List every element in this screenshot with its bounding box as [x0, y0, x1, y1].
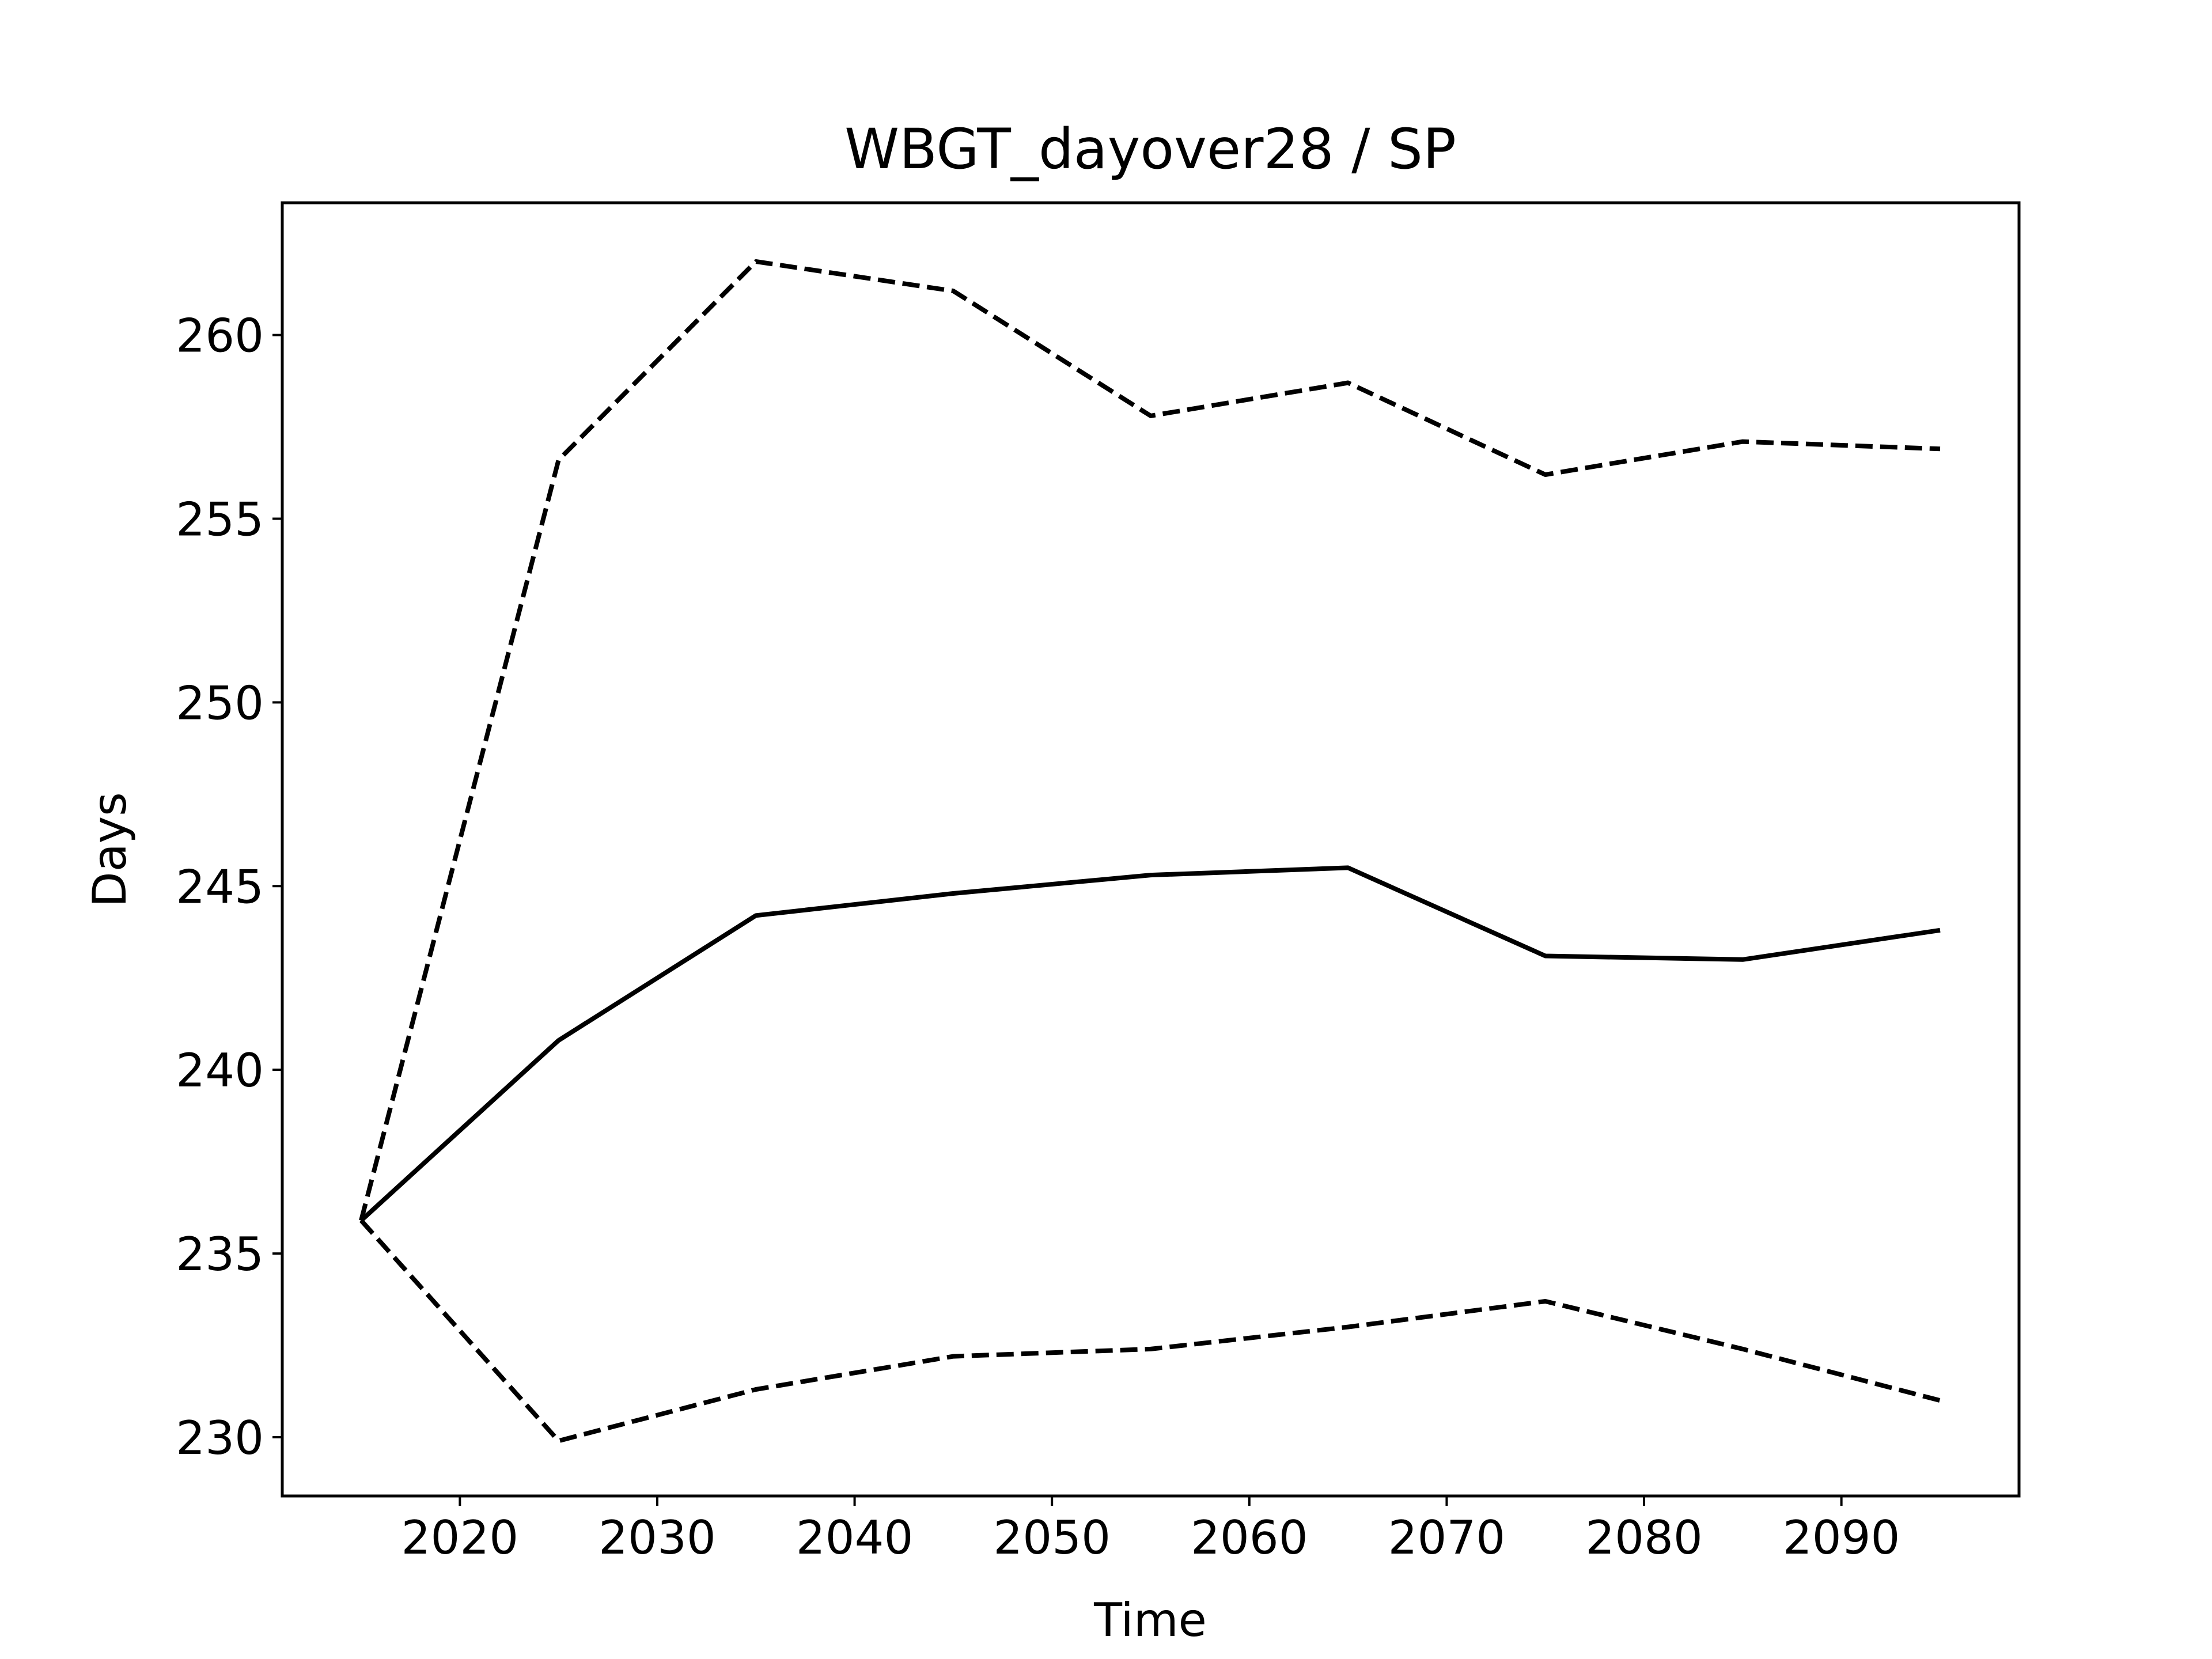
y-tick-label: 250	[176, 676, 264, 730]
series-line-2	[359, 259, 1941, 1221]
x-tick-label: 2080	[1585, 1511, 1703, 1565]
y-tick-label: 245	[176, 860, 264, 914]
plot-layer	[359, 259, 1941, 1444]
x-tick-label: 2020	[402, 1511, 519, 1565]
x-tick-label: 2040	[796, 1511, 914, 1565]
series-line-3	[359, 1219, 1941, 1444]
x-tick-label: 2090	[1783, 1511, 1900, 1565]
x-tick-label: 2070	[1388, 1511, 1506, 1565]
plot-frame	[281, 201, 2021, 1498]
x-axis-label: Time	[1093, 1593, 1207, 1647]
y-tick-label: 260	[176, 309, 264, 363]
x-tick-label: 2050	[993, 1511, 1111, 1565]
y-tick-label: 230	[176, 1411, 264, 1465]
y-tick-label: 255	[176, 493, 264, 546]
x-tick-label: 2030	[599, 1511, 716, 1565]
chart-title: WBGT_dayover28 / SP	[844, 117, 1456, 181]
x-tick-label: 2060	[1191, 1511, 1308, 1565]
y-axis-label: Days	[83, 792, 137, 907]
ticks-layer: 2020 2030 2040 2050 2060 2070 2080 2090 230 235 24…	[176, 309, 1900, 1565]
y-tick-label: 235	[176, 1228, 264, 1281]
y-tick-label: 240	[176, 1044, 264, 1097]
series-line-1	[359, 865, 1941, 1222]
